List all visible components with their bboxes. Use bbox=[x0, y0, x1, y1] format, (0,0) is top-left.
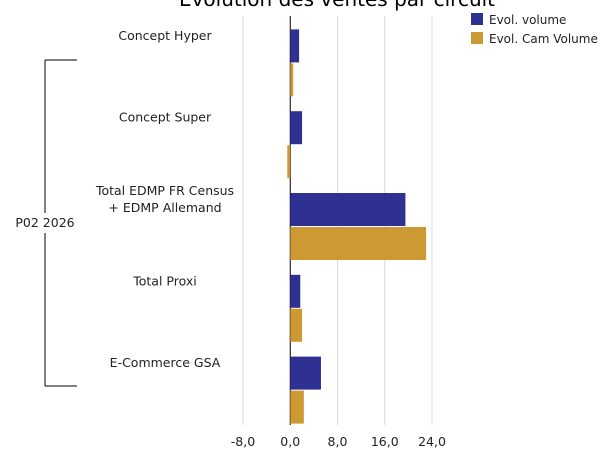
bar-evol-cam-volume-3 bbox=[290, 308, 303, 342]
x-tick-label: 16,0 bbox=[371, 434, 399, 449]
bar-evol-cam-volume-1 bbox=[287, 145, 291, 179]
group-bracket: P02 2026 bbox=[7, 59, 82, 387]
bar-layer bbox=[287, 29, 427, 424]
chart-title: Evolution des ventes par circuit bbox=[179, 0, 495, 11]
bar-evol-volume-1 bbox=[290, 111, 303, 145]
group-label: P02 2026 bbox=[15, 215, 74, 230]
bar-evol-volume-0 bbox=[290, 29, 300, 63]
category-label: E-Commerce GSA bbox=[110, 355, 221, 370]
category-label: Concept Hyper bbox=[118, 28, 212, 43]
bar-evol-volume-4 bbox=[290, 356, 321, 390]
category-label: Concept Super bbox=[119, 110, 212, 125]
legend-swatch-evol-volume bbox=[471, 13, 483, 25]
x-tick-label: 0,0 bbox=[280, 434, 300, 449]
bar-evol-volume-3 bbox=[290, 274, 301, 308]
x-tick-label: 24,0 bbox=[418, 434, 446, 449]
category-labels: Concept Hyper Concept Super Total EDMP FR … bbox=[95, 28, 234, 370]
legend-label-evol-volume: Evol. volume bbox=[489, 13, 566, 27]
x-tick-label: 8,0 bbox=[328, 434, 348, 449]
category-label: Total Proxi bbox=[132, 273, 196, 288]
bar-evol-cam-volume-0 bbox=[290, 63, 294, 97]
category-label: Total EDMP FR Census + EDMP Allemand bbox=[95, 183, 234, 215]
legend: Evol. volume Evol. Cam Volume bbox=[471, 13, 598, 46]
bar-evol-cam-volume-2 bbox=[290, 227, 427, 260]
legend-swatch-evol-cam-volume bbox=[471, 32, 483, 44]
x-tick-label: -8,0 bbox=[231, 434, 255, 449]
legend-label-evol-cam-volume: Evol. Cam Volume bbox=[489, 32, 598, 46]
bar-evol-cam-volume-4 bbox=[290, 390, 304, 424]
bar-evol-volume-2 bbox=[290, 193, 406, 226]
